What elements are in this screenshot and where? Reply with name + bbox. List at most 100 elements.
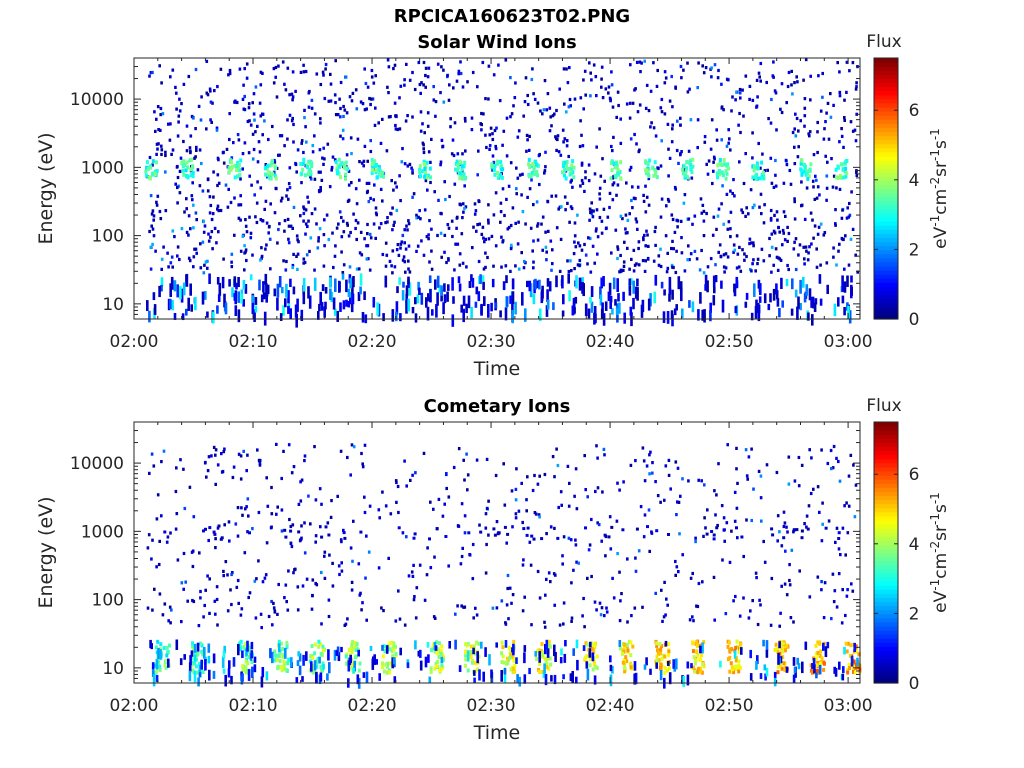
heatmap-cell — [702, 664, 706, 669]
heatmap-cell — [242, 83, 245, 87]
heatmap-cell — [549, 525, 553, 529]
heatmap-cell — [169, 75, 172, 79]
heatmap-cell — [720, 82, 723, 86]
heatmap-cell — [608, 205, 611, 210]
heatmap-cell — [240, 607, 244, 611]
heatmap-cell — [822, 660, 826, 665]
heatmap-cell — [350, 662, 354, 666]
heatmap-cell — [809, 74, 812, 78]
heatmap-cell — [412, 598, 416, 602]
heatmap-cell — [392, 188, 395, 192]
heatmap-cell — [299, 161, 303, 166]
heatmap-cell — [302, 205, 305, 209]
heatmap-cell — [239, 194, 242, 198]
heatmap-cell — [798, 243, 802, 247]
colorbar-segment — [874, 278, 898, 283]
heatmap-cell — [821, 71, 824, 76]
heatmap-cell — [185, 308, 188, 316]
heatmap-cell — [319, 186, 322, 190]
heatmap-cell — [767, 117, 770, 121]
heatmap-cell — [641, 605, 644, 609]
heatmap-cell — [635, 220, 639, 224]
heatmap-cell — [190, 550, 194, 554]
heatmap-cell — [334, 308, 337, 316]
heatmap-cell — [156, 194, 160, 198]
heatmap-cell — [208, 87, 212, 91]
heatmap-cell — [155, 565, 158, 569]
heatmap-cell — [548, 656, 552, 661]
heatmap-cell — [845, 501, 848, 505]
heatmap-cell — [484, 526, 488, 530]
heatmap-cell — [783, 582, 787, 586]
heatmap-cell — [505, 275, 508, 284]
heatmap-cell — [588, 648, 592, 658]
heatmap-cell — [269, 176, 273, 181]
heatmap-cell — [770, 232, 774, 236]
heatmap-cell — [783, 646, 787, 650]
heatmap-cell — [375, 213, 378, 217]
heatmap-cell — [776, 670, 780, 675]
heatmap-cell — [531, 67, 534, 71]
heatmap-cell — [236, 133, 240, 137]
heatmap-cell — [342, 161, 346, 166]
heatmap-cell — [716, 523, 719, 528]
heatmap-cell — [366, 244, 370, 248]
heatmap-cell — [782, 510, 786, 514]
heatmap-cell — [244, 224, 248, 228]
heatmap-cell — [512, 669, 516, 674]
heatmap-cell — [651, 461, 654, 465]
heatmap-cell — [381, 170, 385, 175]
colorbar-segment — [874, 143, 898, 149]
heatmap-cell — [452, 86, 455, 90]
heatmap-cell — [831, 572, 835, 576]
heatmap-cell — [247, 151, 251, 155]
heatmap-cell — [773, 89, 777, 93]
heatmap-cell — [328, 662, 331, 674]
heatmap-cell — [406, 228, 409, 232]
colorbar-segment — [874, 540, 898, 545]
heatmap-cell — [508, 645, 511, 650]
heatmap-cell — [635, 527, 639, 531]
heatmap-cell — [728, 649, 732, 654]
heatmap-cell — [793, 667, 797, 674]
heatmap-cell — [349, 297, 352, 305]
heatmap-cell — [228, 660, 231, 669]
heatmap-cell — [645, 464, 649, 468]
heatmap-cell — [570, 167, 573, 172]
heatmap-cell — [528, 134, 531, 138]
heatmap-cell — [634, 672, 638, 685]
heatmap-cell — [321, 644, 325, 649]
heatmap-cell — [344, 75, 348, 79]
heatmap-cell — [595, 654, 599, 659]
heatmap-cell — [426, 642, 430, 648]
heatmap-cell — [741, 248, 744, 252]
heatmap-cell — [533, 97, 537, 101]
heatmap-cell — [336, 163, 340, 168]
heatmap-cell — [323, 576, 327, 580]
heatmap-cell — [590, 647, 594, 652]
heatmap-cell — [643, 233, 646, 237]
heatmap-cell — [792, 620, 795, 624]
heatmap-cell — [548, 106, 552, 110]
heatmap-cell — [404, 119, 408, 123]
heatmap-cell — [386, 58, 390, 62]
heatmap-cell — [148, 229, 151, 234]
heatmap-cell — [190, 656, 194, 661]
heatmap-cell — [734, 655, 738, 660]
heatmap-cell — [784, 214, 787, 218]
heatmap-cell — [484, 133, 487, 137]
heatmap-cell — [474, 209, 478, 213]
heatmap-cell — [317, 236, 320, 240]
heatmap-cell — [487, 64, 491, 68]
heatmap-cell — [654, 225, 657, 229]
heatmap-cell — [703, 140, 707, 144]
heatmap-cell — [535, 200, 539, 204]
heatmap-cell — [737, 265, 741, 269]
heatmap-cell — [610, 525, 614, 529]
heatmap-cell — [360, 253, 364, 257]
heatmap-cell — [583, 69, 587, 73]
heatmap-cell — [259, 83, 263, 87]
heatmap-cell — [688, 87, 691, 91]
heatmap-cell — [764, 673, 767, 681]
heatmap-cell — [357, 668, 361, 673]
